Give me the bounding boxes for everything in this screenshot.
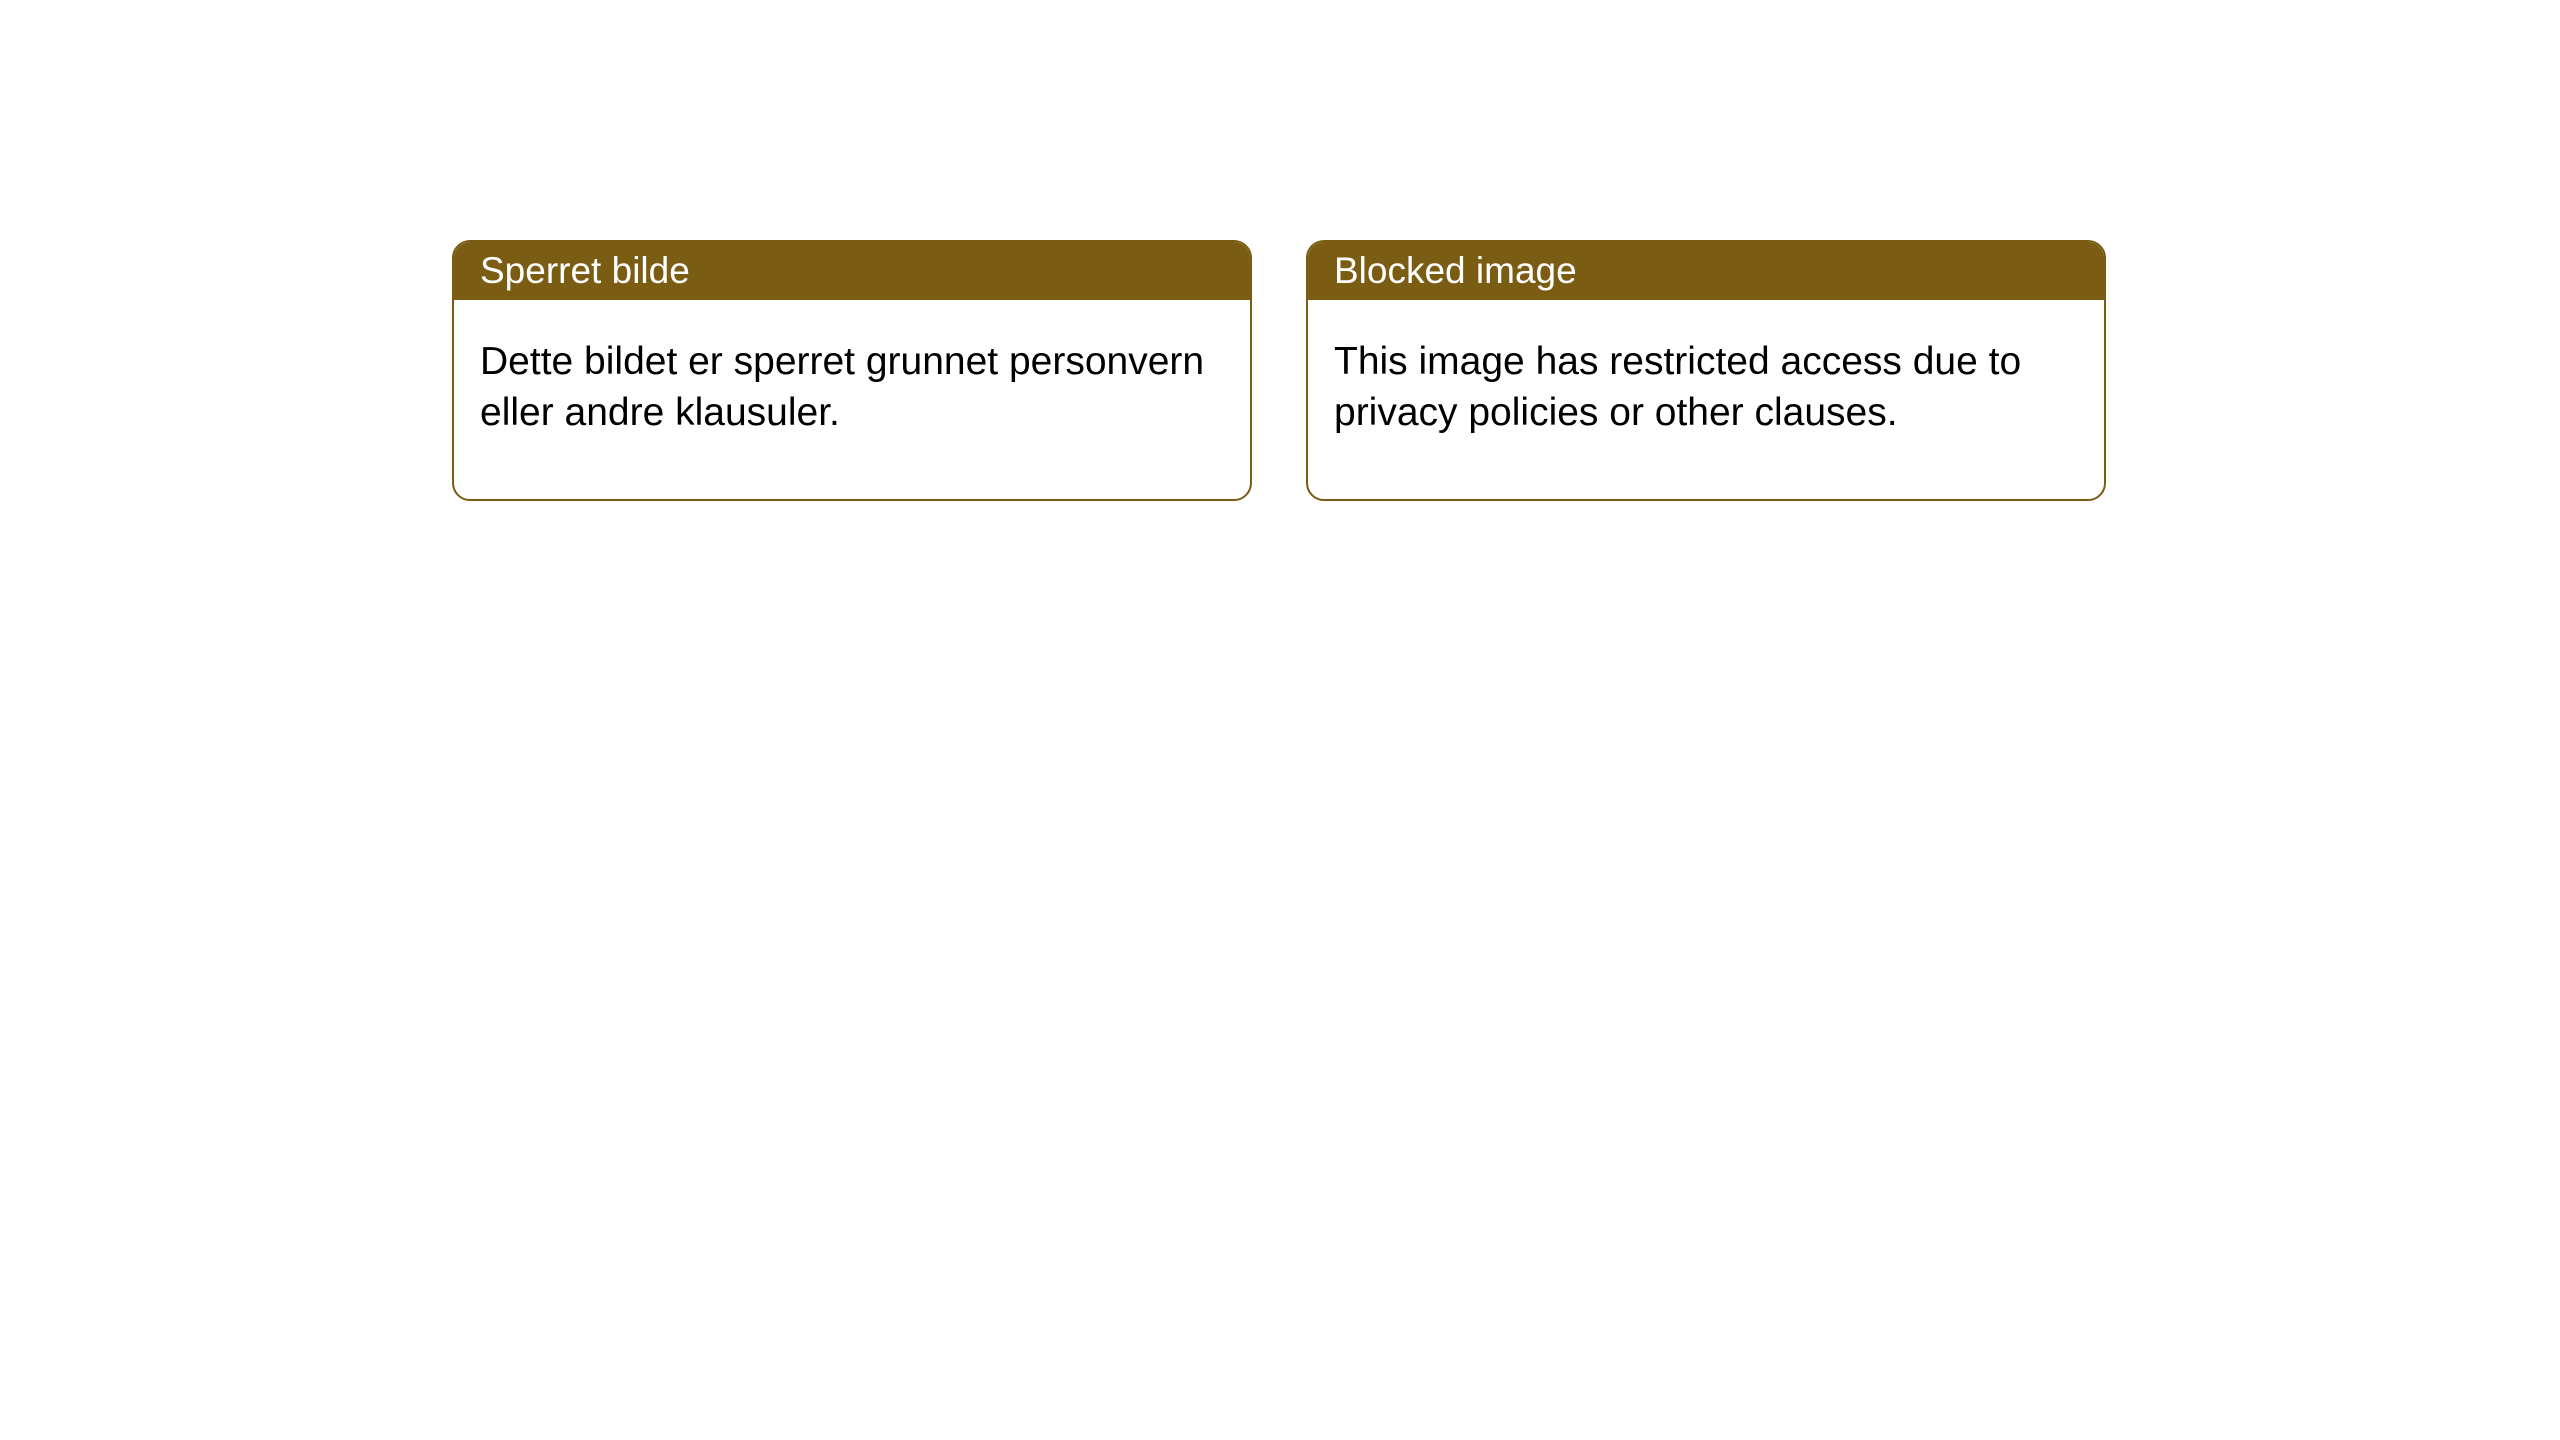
card-body: Dette bildet er sperret grunnet personve… [454,300,1250,499]
blocked-image-card-nb: Sperret bilde Dette bildet er sperret gr… [452,240,1252,501]
card-header: Sperret bilde [454,242,1250,300]
blocked-image-notice-container: Sperret bilde Dette bildet er sperret gr… [0,0,2560,501]
card-body: This image has restricted access due to … [1308,300,2104,499]
blocked-image-card-en: Blocked image This image has restricted … [1306,240,2106,501]
card-header: Blocked image [1308,242,2104,300]
